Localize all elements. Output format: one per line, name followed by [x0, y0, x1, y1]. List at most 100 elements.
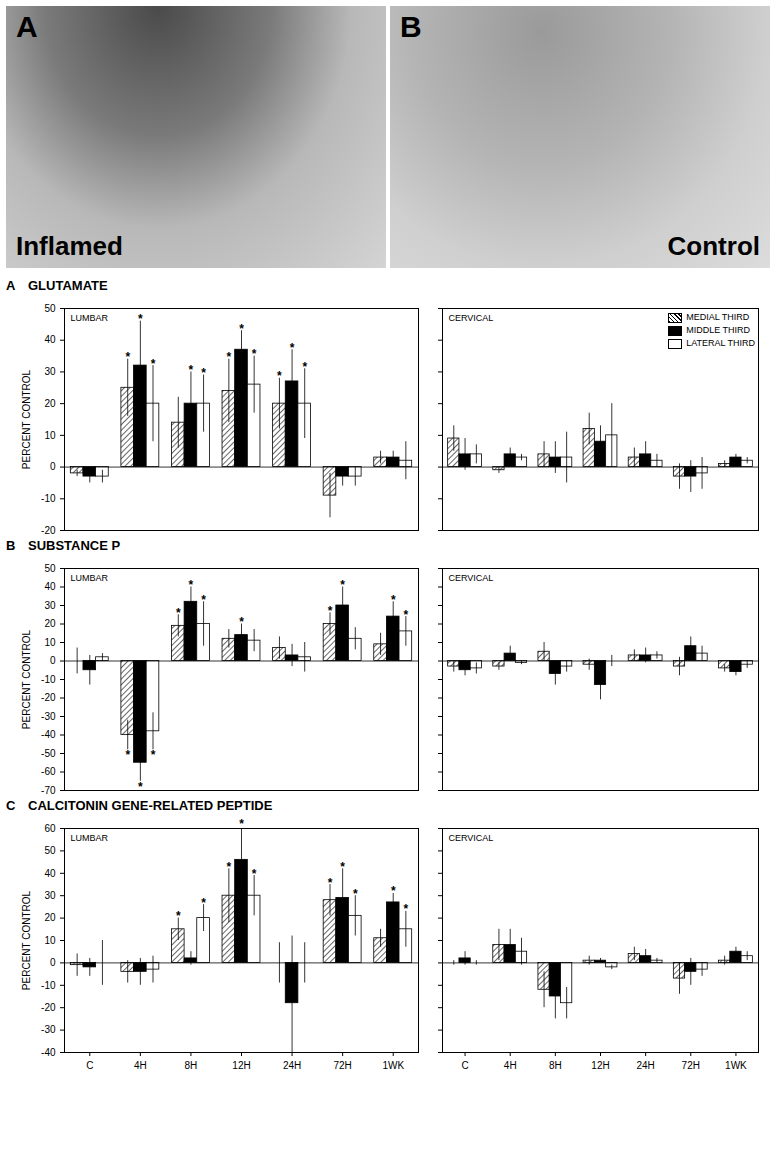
- svg-text:-50: -50: [41, 748, 56, 759]
- svg-text:PERCENT CONTROL: PERCENT CONTROL: [21, 369, 32, 469]
- svg-text:C: C: [86, 1060, 93, 1071]
- svg-text:*: *: [404, 608, 409, 622]
- svg-text:CERVICAL: CERVICAL: [449, 313, 494, 323]
- svg-text:*: *: [201, 593, 206, 607]
- svg-text:20: 20: [44, 912, 56, 923]
- svg-text:12H: 12H: [591, 1060, 609, 1071]
- svg-text:*: *: [239, 615, 244, 629]
- svg-text:40: 40: [44, 581, 56, 592]
- svg-text:*: *: [151, 357, 156, 371]
- svg-text:-40: -40: [41, 729, 56, 740]
- svg-text:*: *: [328, 604, 333, 618]
- html-text:CALCITONIN GENE-RELATED PEPTID: CALCITONIN GENE-RELATED PEPTIDE: [28, 798, 273, 813]
- svg-text:60: 60: [44, 823, 56, 834]
- svg-text:*: *: [239, 817, 244, 831]
- html-text:A: A: [16, 10, 38, 43]
- svg-text:0: 0: [50, 655, 56, 666]
- svg-text:*: *: [176, 909, 181, 923]
- svg-text:10: 10: [44, 935, 56, 946]
- svg-text:50: 50: [44, 563, 56, 574]
- svg-text:CERVICAL: CERVICAL: [449, 833, 494, 843]
- svg-text:PERCENT CONTROL: PERCENT CONTROL: [21, 629, 32, 729]
- svg-text:*: *: [176, 606, 181, 620]
- html-text:B: B: [400, 10, 422, 43]
- svg-text:PERCENT CONTROL: PERCENT CONTROL: [21, 890, 32, 990]
- svg-text:-20: -20: [41, 692, 56, 703]
- svg-text:4H: 4H: [134, 1060, 147, 1071]
- svg-text:*: *: [252, 347, 257, 361]
- svg-text:*: *: [252, 867, 257, 881]
- svg-text:LUMBAR: LUMBAR: [71, 573, 109, 583]
- svg-text:4H: 4H: [504, 1060, 517, 1071]
- svg-text:-60: -60: [41, 766, 56, 777]
- svg-text:50: 50: [44, 845, 56, 856]
- svg-text:-30: -30: [41, 711, 56, 722]
- svg-text:30: 30: [44, 600, 56, 611]
- svg-text:CERVICAL: CERVICAL: [449, 573, 494, 583]
- svg-text:10: 10: [44, 430, 56, 441]
- svg-text:*: *: [277, 369, 282, 383]
- svg-text:40: 40: [44, 334, 56, 345]
- svg-text:50: 50: [44, 303, 56, 314]
- svg-text:30: 30: [44, 890, 56, 901]
- svg-text:-20: -20: [41, 1002, 56, 1013]
- html-text:Inflamed: Inflamed: [16, 231, 123, 261]
- svg-text:8H: 8H: [185, 1060, 198, 1071]
- html-text:SUBSTANCE P: SUBSTANCE P: [28, 538, 121, 553]
- svg-text:12H: 12H: [232, 1060, 250, 1071]
- svg-text:20: 20: [44, 618, 56, 629]
- svg-text:*: *: [201, 896, 206, 910]
- svg-text:*: *: [138, 312, 143, 326]
- svg-text:8H: 8H: [549, 1060, 562, 1071]
- svg-text:1WK: 1WK: [382, 1060, 404, 1071]
- svg-text:*: *: [391, 593, 396, 607]
- html-text:A: A: [6, 278, 16, 293]
- svg-text:10: 10: [44, 637, 56, 648]
- svg-text:-70: -70: [41, 785, 56, 796]
- svg-text:*: *: [201, 366, 206, 380]
- svg-text:-10: -10: [41, 980, 56, 991]
- svg-text:*: *: [404, 902, 409, 916]
- svg-text:LUMBAR: LUMBAR: [71, 313, 109, 323]
- svg-text:*: *: [302, 360, 307, 374]
- svg-text:*: *: [125, 748, 130, 762]
- svg-text:-20: -20: [41, 525, 56, 536]
- svg-text:*: *: [151, 748, 156, 762]
- svg-text:20: 20: [44, 398, 56, 409]
- svg-text:24H: 24H: [283, 1060, 301, 1071]
- svg-text:*: *: [138, 780, 143, 794]
- svg-text:24H: 24H: [636, 1060, 654, 1071]
- svg-text:-40: -40: [41, 1047, 56, 1058]
- html-text:B: B: [6, 538, 16, 553]
- svg-text:-10: -10: [41, 493, 56, 504]
- svg-text:*: *: [340, 860, 345, 874]
- svg-text:-30: -30: [41, 1024, 56, 1035]
- svg-text:72H: 72H: [682, 1060, 700, 1071]
- svg-text:1WK: 1WK: [725, 1060, 747, 1071]
- svg-text:*: *: [125, 350, 130, 364]
- svg-text:*: *: [239, 322, 244, 336]
- svg-text:30: 30: [44, 366, 56, 377]
- html-text:LATERAL THIRD: LATERAL THIRD: [686, 338, 755, 348]
- svg-text:0: 0: [50, 461, 56, 472]
- html-text:GLUTAMATE: GLUTAMATE: [28, 278, 108, 293]
- svg-text:C: C: [461, 1060, 468, 1071]
- svg-text:LUMBAR: LUMBAR: [71, 833, 109, 843]
- svg-text:72H: 72H: [333, 1060, 351, 1071]
- svg-text:*: *: [328, 876, 333, 890]
- html-text:Control: Control: [667, 231, 760, 261]
- svg-text:*: *: [353, 887, 358, 901]
- svg-text:*: *: [189, 363, 194, 377]
- svg-text:*: *: [391, 884, 396, 898]
- svg-text:*: *: [227, 350, 232, 364]
- svg-text:*: *: [227, 860, 232, 874]
- svg-text:*: *: [189, 578, 194, 592]
- svg-text:-10: -10: [41, 674, 56, 685]
- svg-text:*: *: [340, 578, 345, 592]
- html-text:MEDIAL THIRD: MEDIAL THIRD: [686, 312, 750, 322]
- svg-text:*: *: [290, 341, 295, 355]
- svg-text:0: 0: [50, 957, 56, 968]
- html-text:C: C: [6, 798, 16, 813]
- html-text:MIDDLE THIRD: MIDDLE THIRD: [686, 325, 750, 335]
- svg-text:40: 40: [44, 868, 56, 879]
